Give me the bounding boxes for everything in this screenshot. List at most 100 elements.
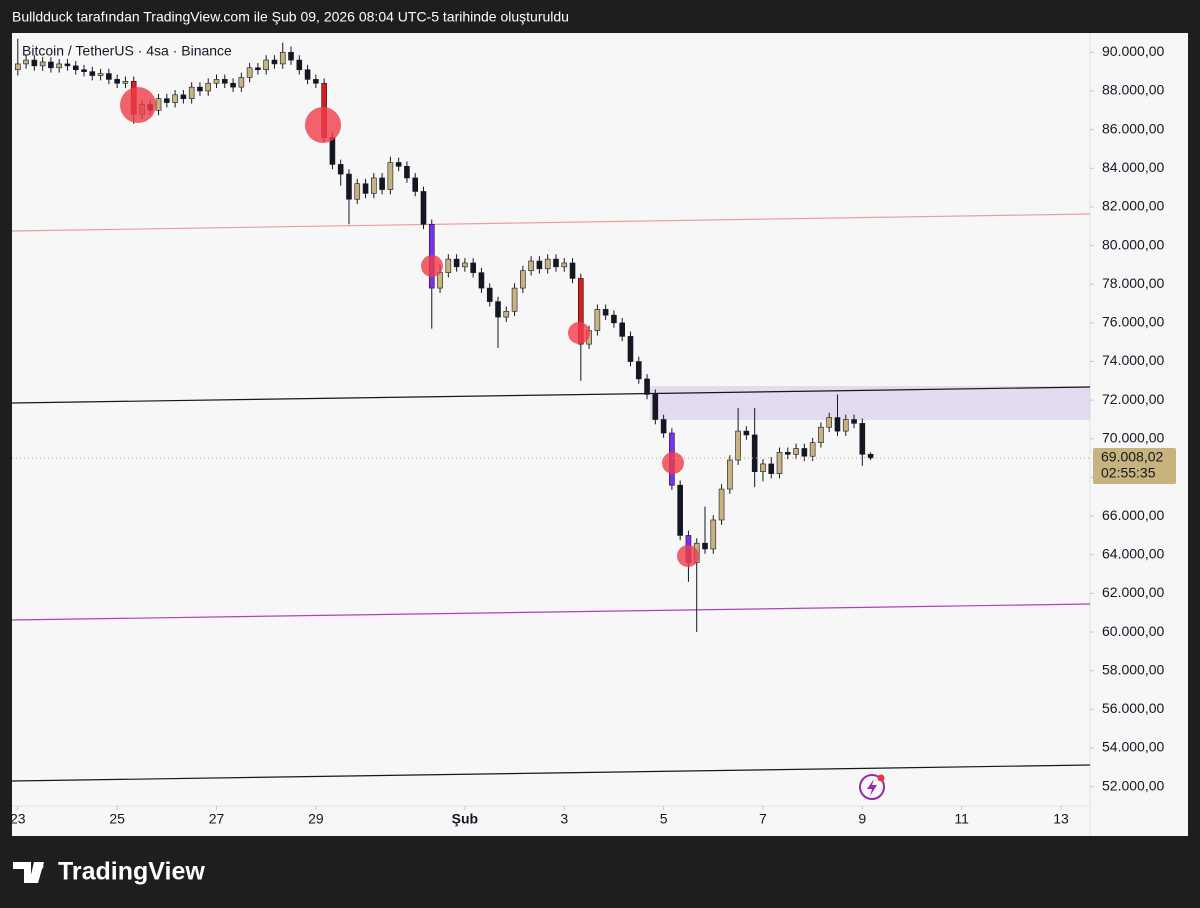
candle-body [453, 258, 460, 268]
y-tick-label: 84.000,00 [1102, 159, 1164, 175]
candle-body [793, 448, 799, 455]
brand-name: TradingView [58, 858, 205, 886]
candle-body [371, 177, 377, 194]
candle-body [710, 519, 717, 550]
x-tick-label: Şub [452, 811, 478, 827]
y-tick-label: 64.000,00 [1102, 545, 1164, 561]
candle-body [64, 63, 71, 67]
candle-body [478, 272, 485, 289]
y-tick-label: 56.000,00 [1102, 700, 1164, 716]
candle-body [271, 59, 278, 65]
candle-body [718, 488, 725, 521]
candle-body [635, 361, 642, 380]
candle-body [255, 67, 261, 71]
candle-body [594, 309, 601, 331]
candle-body [122, 81, 129, 84]
candle-body [602, 309, 609, 316]
candle-body [337, 164, 344, 175]
signal-marker [305, 107, 341, 143]
brand-logo: TradingView [13, 858, 205, 886]
y-tick-label: 70.000,00 [1102, 430, 1164, 446]
candle-body [727, 459, 733, 490]
x-tick-label: 5 [660, 811, 668, 827]
trend-line [11, 764, 1091, 782]
y-tick-label: 86.000,00 [1102, 120, 1164, 136]
candle-body [486, 287, 493, 302]
candle-body [31, 59, 38, 67]
candle-body [72, 65, 79, 71]
candle-body [205, 82, 212, 92]
y-tick-label: 60.000,00 [1102, 623, 1164, 639]
signal-marker [421, 255, 443, 277]
candle-body [238, 77, 245, 88]
x-tick-label: 7 [759, 811, 767, 827]
candle-body [677, 484, 683, 536]
signal-marker [677, 545, 699, 567]
candle-body [81, 69, 87, 72]
candle-body [404, 166, 410, 179]
chart-background [12, 33, 1188, 836]
candle-body [859, 423, 866, 455]
alert-icon-bolt [867, 779, 877, 796]
candle-body [553, 258, 559, 268]
candle-body [503, 310, 510, 318]
x-tick-label: 3 [560, 811, 568, 827]
candle-body [818, 426, 824, 443]
candle-body [89, 71, 96, 76]
candle-body [470, 262, 476, 273]
trend-line [11, 386, 1091, 404]
candle-body [801, 448, 808, 457]
candle-body [561, 262, 568, 268]
candle-body [329, 137, 336, 165]
candle-body [784, 452, 791, 455]
candle-body [23, 59, 29, 65]
candle-body [735, 430, 741, 461]
y-tick-label: 88.000,00 [1102, 82, 1164, 98]
candle-body [660, 419, 667, 434]
trend-line [11, 213, 1091, 232]
candle-body [743, 430, 750, 436]
candle-body [776, 452, 783, 474]
candle-body [834, 417, 841, 432]
candle-body [420, 191, 427, 225]
candle-body [768, 463, 775, 474]
candle-body [346, 173, 352, 200]
candle-body [263, 59, 269, 71]
symbol-legend: Bitcoin / TetherUS · 4sa · Binance [22, 43, 232, 59]
y-tick-label: 76.000,00 [1102, 314, 1164, 330]
candle-body [495, 301, 501, 318]
y-tick-label: 62.000,00 [1102, 584, 1164, 600]
candle-body [528, 260, 534, 271]
x-tick-label: 27 [209, 811, 225, 827]
y-tick-label: 74.000,00 [1102, 352, 1164, 368]
brand-mark-dot [36, 862, 44, 870]
markers [120, 87, 699, 567]
candle-body [462, 262, 468, 268]
candle-body [106, 73, 112, 80]
candle-body [180, 94, 187, 100]
header-text: Bulldduck tarafından TradingView.com ile… [12, 9, 569, 25]
y-tick-label: 82.000,00 [1102, 198, 1164, 214]
candle-body [246, 67, 253, 78]
x-tick-label: 13 [1053, 811, 1069, 827]
last-price-tag [1093, 447, 1176, 484]
candle-body [197, 86, 203, 92]
x-tick-label: 11 [954, 811, 969, 827]
signal-marker [120, 87, 156, 123]
y-tick-label: 54.000,00 [1102, 739, 1164, 755]
y-tick-label: 72.000,00 [1102, 391, 1164, 407]
candle-body [395, 162, 402, 167]
candle-body [230, 82, 236, 88]
candle-body [188, 86, 195, 100]
candle-body [652, 394, 659, 420]
countdown-label: 02:55:35 [1101, 465, 1156, 481]
last-price-label: 69.008,02 [1101, 449, 1163, 465]
candle-body [213, 79, 220, 84]
y-tick-label: 90.000,00 [1102, 43, 1164, 59]
alert-icon[interactable] [859, 774, 885, 800]
alert-icon-dot [877, 774, 885, 782]
x-tick-label: 23 [10, 811, 26, 827]
x-tick-label: 29 [308, 811, 324, 827]
candle-body [296, 59, 303, 71]
